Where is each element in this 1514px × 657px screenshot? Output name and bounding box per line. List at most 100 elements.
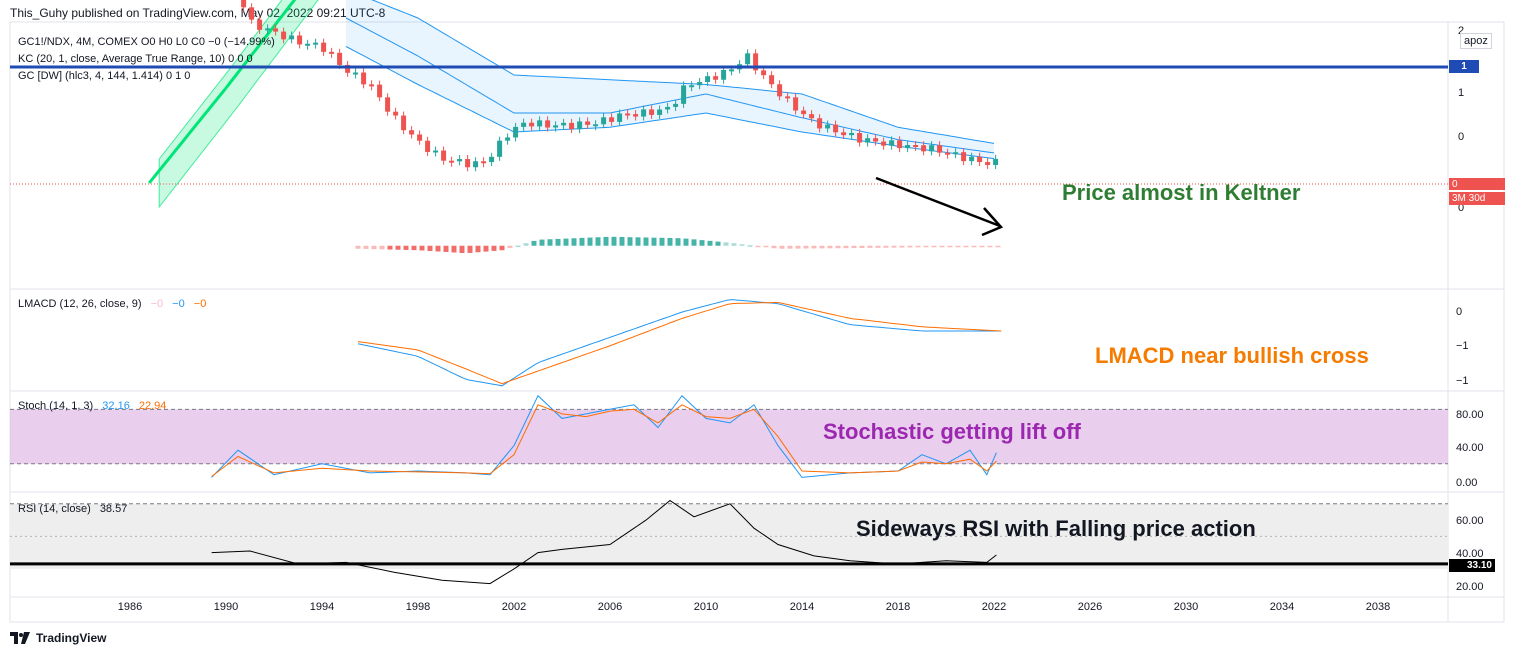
lmacd-signal-value: −0 (193, 298, 207, 310)
annotation-lmacd[interactable]: LMACD near bullish cross (1095, 343, 1369, 368)
x-tick-label: 1998 (405, 601, 431, 613)
candle (833, 124, 839, 133)
candle (649, 109, 655, 115)
candle (657, 109, 663, 115)
candle (425, 140, 431, 152)
histogram-bar (907, 245, 913, 248)
histogram-bar (683, 238, 689, 246)
candle (273, 28, 279, 32)
histogram-bar (635, 237, 641, 246)
chart-border (9, 21, 1505, 623)
candle (617, 113, 623, 122)
lmacd-y-tick: −1 (1456, 340, 1469, 352)
histogram-bar (747, 245, 753, 247)
annotation-stochastic[interactable]: Stochastic getting lift off (823, 419, 1081, 444)
candle (945, 152, 951, 155)
histogram-bar (355, 245, 361, 249)
histogram-bar (531, 240, 537, 246)
histogram-bar (835, 245, 841, 249)
histogram-bar (467, 245, 473, 253)
candle (721, 69, 727, 80)
candle (337, 52, 343, 65)
x-tick-label: 2002 (501, 601, 527, 613)
histogram-bar (803, 245, 809, 249)
candle (329, 51, 335, 54)
price-y-tick: 2 (1458, 25, 1465, 37)
stoch-d-value: 22.94 (138, 400, 167, 412)
x-tick-label: 2006 (597, 601, 623, 613)
histogram-bar (811, 245, 817, 249)
lmacd-pane (355, 236, 1002, 387)
candle (857, 132, 863, 143)
price-legend-kc[interactable]: KC (20, 1, close, Average True Range, 10… (18, 53, 253, 65)
x-tick-label: 2018 (885, 601, 911, 613)
histogram-bar (971, 245, 977, 248)
x-tick-label: 2038 (1365, 601, 1391, 613)
annotation-keltner[interactable]: Price almost in Keltner (1062, 180, 1301, 205)
lmacd-legend-name: LMACD (12, 26, close, 9) (18, 298, 142, 310)
histogram-bar (523, 243, 529, 246)
candle (801, 110, 807, 115)
bar-countdown-label: 3M 30d (1449, 192, 1505, 205)
histogram-bar (899, 245, 905, 248)
histogram-bar (435, 245, 441, 252)
histogram-bar (651, 237, 657, 246)
candle (913, 145, 919, 148)
x-tick-label: 1990 (213, 601, 239, 613)
histogram-bar (475, 245, 481, 253)
candle (473, 161, 479, 168)
histogram-bar (667, 237, 673, 246)
candle (289, 35, 295, 40)
candle (825, 124, 831, 129)
x-tick-label: 2034 (1269, 601, 1295, 613)
histogram-bar (571, 238, 577, 246)
candle (993, 158, 999, 166)
histogram-bar (363, 245, 369, 249)
price-legend-dw[interactable]: GC [DW] (hlc3, 4, 144, 1.414) 0 1 0 (18, 70, 191, 82)
histogram-bar (987, 245, 993, 248)
histogram-bar (931, 245, 937, 248)
kc-upper (371, 0, 995, 144)
candle (841, 132, 847, 136)
annotation-rsi[interactable]: Sideways RSI with Falling price action (856, 516, 1256, 541)
candle (257, 19, 263, 30)
histogram-bar (979, 245, 985, 248)
stoch-d-line (211, 404, 997, 477)
stoch-y-tick: 40.00 (1456, 442, 1484, 454)
histogram-bar (723, 242, 729, 246)
histogram-bar (731, 243, 737, 246)
candle (553, 125, 559, 128)
candle (401, 115, 407, 131)
candle (625, 113, 631, 116)
candle (377, 84, 383, 98)
histogram-bar (763, 245, 769, 248)
histogram-bar (955, 245, 961, 248)
auto-scale-button[interactable]: apoz (1460, 33, 1492, 49)
histogram-bar (379, 245, 385, 250)
histogram-bar (915, 245, 921, 248)
price-legend-symbol[interactable]: GC1!/NDX, 4M, COMEX O0 H0 L0 C0 −0 (−14.… (18, 36, 275, 48)
candle (241, 0, 247, 8)
histogram-bar (395, 245, 401, 250)
candle (281, 31, 287, 40)
rsi-legend[interactable]: RSI (14, close) 38.57 (18, 503, 127, 515)
tradingview-brand[interactable]: TradingView (10, 631, 106, 645)
histogram-bar (715, 241, 721, 246)
histogram-bar (739, 244, 745, 246)
histogram-bar (787, 245, 793, 249)
histogram-bar (563, 238, 569, 246)
lmacd-legend[interactable]: LMACD (12, 26, close, 9) −0 −0 −0 (18, 298, 206, 310)
candle (433, 150, 439, 153)
rsi-hline-label: 33.10 (1449, 559, 1495, 572)
histogram-bar (507, 245, 513, 248)
stoch-legend[interactable]: Stoch (14, 1, 3) 32.16 22.94 (18, 400, 166, 412)
candle (561, 122, 567, 126)
histogram-bar (499, 245, 505, 251)
histogram-bar (891, 245, 897, 248)
histogram-bar (427, 245, 433, 251)
arrow-head (981, 207, 1004, 237)
price-y-tick: 0 (1458, 202, 1465, 214)
histogram-bar (587, 237, 593, 246)
signal-line (357, 301, 1002, 385)
